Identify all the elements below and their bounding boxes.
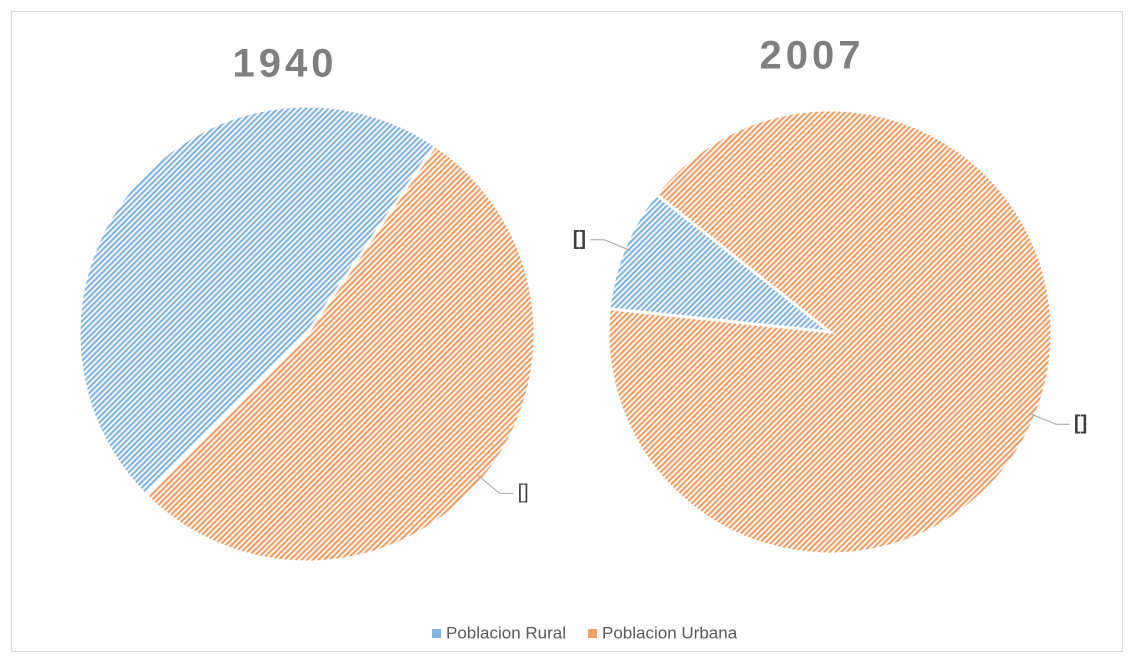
leader-line <box>1029 412 1070 425</box>
legend-label: Poblacion Rural <box>446 623 566 642</box>
leader-line <box>590 239 631 252</box>
chart-title: 1940 <box>233 42 338 86</box>
chart-title: 2007 <box>760 34 865 78</box>
data-label: [] <box>518 482 529 504</box>
pie-slice <box>606 108 1054 556</box>
legend-label: Poblacion Urbana <box>602 623 738 642</box>
data-label: [] <box>1074 412 1087 434</box>
legend-swatch <box>588 629 598 638</box>
pie-slice <box>77 104 438 498</box>
leader-line <box>477 474 514 494</box>
legend-swatch <box>432 629 441 638</box>
data-label: [] <box>573 228 586 250</box>
